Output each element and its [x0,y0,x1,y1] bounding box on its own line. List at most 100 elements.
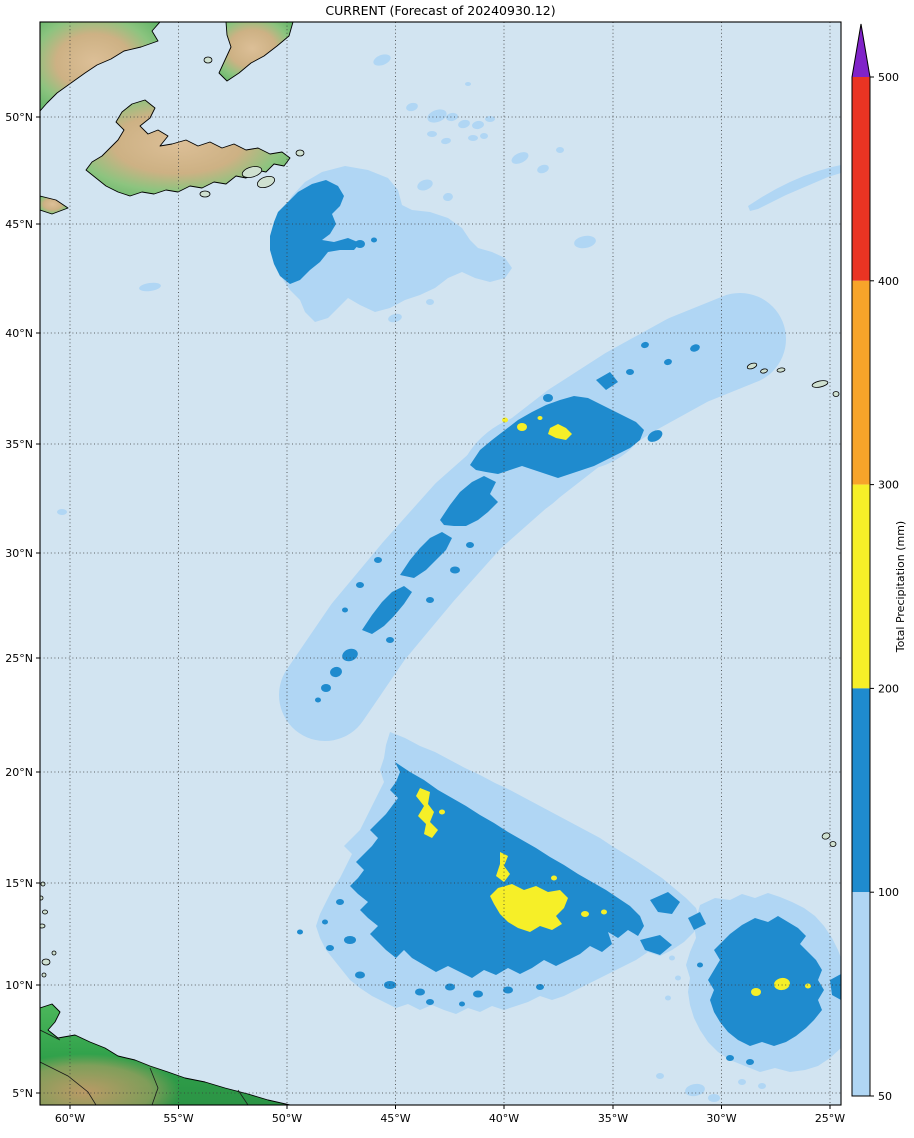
y-tick-label: 5°N [12,1087,33,1100]
precip-medium-patch [342,607,348,613]
precip-light-patch [665,995,671,1001]
precip-heavy-patch [751,988,761,996]
precip-light-patch [675,975,681,981]
precip-light-patch [574,235,596,249]
island [40,895,44,901]
terrain-highlands [40,1054,180,1105]
precip-light-patch [139,282,161,292]
island [829,841,837,847]
precip-medium-patch [356,582,364,588]
colorbar-tick-label: 500 [878,71,899,84]
precip-medium-patch [374,557,382,563]
precip-heavy-area [548,424,572,440]
precip-medium-patch [371,237,377,243]
precip-light-patch [468,135,478,141]
x-tick-label: 30°W [706,1112,736,1125]
precip-heavy-patch [601,909,607,915]
island [203,56,213,64]
precip-medium-patch [466,542,474,548]
precip-heavy-area [416,788,438,838]
country-border [149,1067,159,1105]
precip-medium-area [830,974,841,1000]
x-tick-label: 60°W [55,1112,85,1125]
plot-frame [39,21,842,1106]
colorbar-segment [852,77,870,281]
precip-light-patch [367,288,377,296]
precip-heavy-area [496,852,510,882]
precip-light-patch [388,313,402,323]
precip-medium-patch [647,430,663,442]
y-tick-label: 15°N [5,877,33,890]
precip-medium-area [596,372,618,390]
precip-light-patch [443,192,453,202]
precip-medium-patch [355,971,365,979]
precip-medium-patch [543,394,553,402]
colorbar-axis-label: Total Precipitation (mm) [894,521,907,653]
precip-heavy-patch [805,983,811,989]
island [41,972,47,978]
precip-medium-patch [445,983,455,991]
precip-medium-patch [330,666,342,678]
island [295,149,305,157]
precip-medium-patch [415,988,425,996]
precip-light-patch [537,164,549,174]
colorbar-segment [852,688,870,893]
island [51,950,57,956]
country-border [40,1029,61,1041]
x-tick-label: 55°W [163,1112,193,1125]
x-tick-label: 25°W [815,1112,845,1125]
colorbar-tick-label: 50 [878,1090,892,1103]
precip-heavy-patch [439,809,445,815]
island [832,391,840,397]
colorbar-tick-label: 400 [878,275,899,288]
precip-light-patch [426,299,434,305]
precip-medium-patch [297,929,303,935]
x-tick-label: 45°W [380,1112,410,1125]
colorbar-segment [852,484,870,689]
precip-light-patch [427,131,437,137]
precip-light-patch [669,955,675,961]
precip-medium-patch [473,990,483,998]
precip-medium-patch [641,341,649,349]
precip-medium-patch [690,344,700,352]
precip-heavy-patch [551,875,557,881]
island [746,362,758,370]
x-tick-label: 35°W [598,1112,628,1125]
precip-light-patch [57,509,67,515]
precip-medium-area [708,916,824,1046]
precip-medium-area [650,892,680,914]
island [199,190,211,198]
precip-light-patch [406,102,418,112]
precip-medium-patch [344,936,356,944]
precip-medium-patch [426,999,434,1005]
precip-light-patch [427,109,447,123]
precip-medium-patch [322,919,328,925]
y-tick-label: 45°N [5,218,33,231]
y-tick-label: 10°N [5,979,33,992]
island [811,380,829,388]
precip-medium-patch [697,962,703,968]
precip-light-patch [373,54,391,66]
country-border [40,1061,97,1105]
precip-light-patch [441,137,451,145]
precip-medium-area [270,180,360,284]
x-tick-label: 40°W [489,1112,519,1125]
precip-light-patch [480,133,488,139]
precip-medium-area [400,532,452,578]
land-newfoundland [85,99,291,197]
precip-medium-patch [726,1055,734,1061]
precip-medium-patch [386,637,394,643]
precip-light-patch [465,82,471,86]
colorbar-tick-label: 300 [878,479,899,492]
colorbar-arrow [852,24,870,77]
y-tick-label: 35°N [5,438,33,451]
island [41,958,51,966]
y-tick-label: 20°N [5,766,33,779]
precip-medium-patch [746,1059,754,1065]
island [776,367,786,373]
y-tick-label: 40°N [5,327,33,340]
land-cape-breton [40,195,69,215]
precip-light-patch [681,329,755,385]
